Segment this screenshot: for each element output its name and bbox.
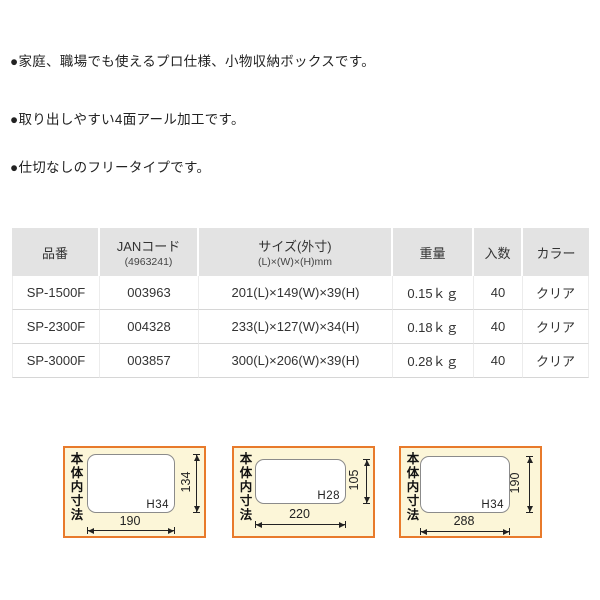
width-value: 220 xyxy=(289,507,310,521)
box-outline: H28 xyxy=(255,459,346,504)
inner-dimension-label: 本体内寸法 xyxy=(68,452,83,522)
table-row: SP-1500F 003963 201(L)×149(W)×39(H) 0.15… xyxy=(12,276,589,310)
header-qty: 入数 xyxy=(474,228,523,276)
box-height-label: H34 xyxy=(146,499,169,511)
feature-bullet-2: ●取り出しやすい4面アール加工です。 xyxy=(10,112,245,127)
header-jan-code: JANコード (4963241) xyxy=(100,228,199,276)
vertical-dimension-arrow xyxy=(526,456,533,513)
header-size-main: サイズ(外寸) xyxy=(258,239,332,254)
cell-color: クリア xyxy=(523,310,589,344)
dimension-diagram-sp1500f: 本体内寸法 H34 134 190 xyxy=(63,446,206,538)
cell-color: クリア xyxy=(523,276,589,310)
horizontal-dimension-arrow xyxy=(420,528,510,535)
width-value: 288 xyxy=(453,514,475,528)
vertical-dimension-arrow xyxy=(193,454,200,513)
depth-value: 190 xyxy=(508,472,522,494)
width-value: 190 xyxy=(119,514,141,528)
feature-bullet-1: ●家庭、職場でも使えるプロ仕様、小物収納ボックスです。 xyxy=(10,54,376,69)
cell-color: クリア xyxy=(523,344,589,378)
dimension-diagram-sp2300f: 本体内寸法 H28 105 220 xyxy=(232,446,375,538)
box-outline: H34 xyxy=(420,456,510,513)
cell-jan-code: 004328 xyxy=(100,310,199,344)
horizontal-dimension-arrow xyxy=(255,521,346,528)
cell-weight: 0.15ｋｇ xyxy=(393,276,474,310)
header-color: カラー xyxy=(523,228,589,276)
table-header-row: 品番 JANコード (4963241) サイズ(外寸) (L)×(W)×(H)m… xyxy=(12,228,589,276)
depth-value: 105 xyxy=(347,469,361,491)
inner-dimension-label: 本体内寸法 xyxy=(237,452,252,522)
box-height-label: H34 xyxy=(481,499,504,511)
cell-qty: 40 xyxy=(474,310,523,344)
cell-size: 300(L)×206(W)×39(H) xyxy=(199,344,393,378)
header-size: サイズ(外寸) (L)×(W)×(H)mm xyxy=(199,228,393,276)
header-jan-sub: (4963241) xyxy=(124,256,173,268)
feature-bullet-3: ●仕切なしのフリータイプです。 xyxy=(10,160,211,175)
cell-qty: 40 xyxy=(474,344,523,378)
horizontal-dimension-arrow xyxy=(87,527,175,534)
cell-part-no: SP-2300F xyxy=(12,310,100,344)
table-row: SP-3000F 003857 300(L)×206(W)×39(H) 0.28… xyxy=(12,344,589,378)
cell-part-no: SP-1500F xyxy=(12,276,100,310)
cell-size: 233(L)×127(W)×34(H) xyxy=(199,310,393,344)
dimension-diagram-sp3000f: 本体内寸法 H34 190 288 xyxy=(399,446,542,538)
vertical-dimension-arrow xyxy=(363,459,370,504)
header-part-no: 品番 xyxy=(12,228,100,276)
header-weight: 重量 xyxy=(393,228,474,276)
header-jan-main: JANコード xyxy=(116,239,181,254)
depth-value: 134 xyxy=(179,471,193,493)
box-height-label: H28 xyxy=(317,490,340,502)
cell-jan-code: 003857 xyxy=(100,344,199,378)
cell-qty: 40 xyxy=(474,276,523,310)
table-row: SP-2300F 004328 233(L)×127(W)×34(H) 0.18… xyxy=(12,310,589,344)
cell-weight: 0.28ｋｇ xyxy=(393,344,474,378)
cell-weight: 0.18ｋｇ xyxy=(393,310,474,344)
product-spec-table: 品番 JANコード (4963241) サイズ(外寸) (L)×(W)×(H)m… xyxy=(12,228,589,378)
cell-size: 201(L)×149(W)×39(H) xyxy=(199,276,393,310)
box-outline: H34 xyxy=(87,454,175,513)
cell-jan-code: 003963 xyxy=(100,276,199,310)
header-size-sub: (L)×(W)×(H)mm xyxy=(257,256,333,268)
cell-part-no: SP-3000F xyxy=(12,344,100,378)
inner-dimension-label: 本体内寸法 xyxy=(404,452,419,522)
